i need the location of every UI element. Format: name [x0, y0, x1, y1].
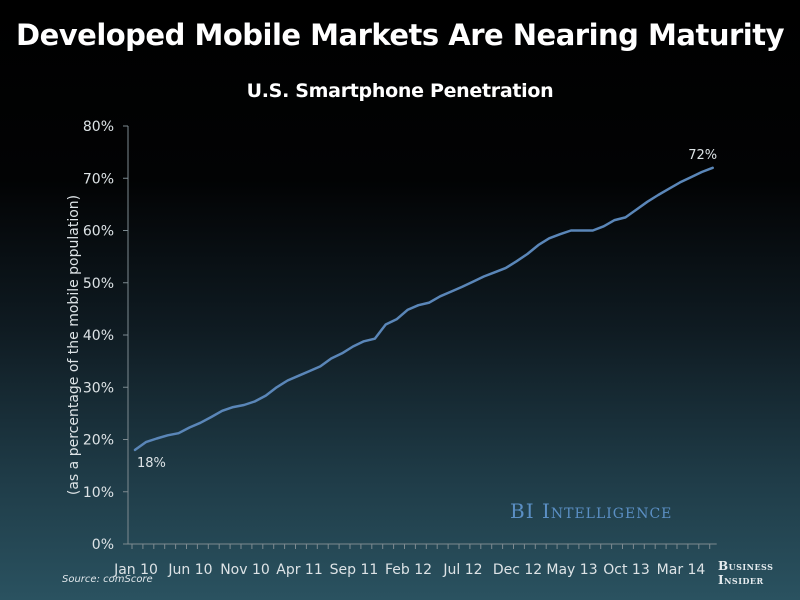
brand-line-1: Business — [718, 559, 774, 573]
chart-title: Developed Mobile Markets Are Nearing Mat… — [16, 18, 784, 52]
x-tick-label: Jan 10 — [113, 562, 158, 578]
y-axis-label: (as a percentage of the mobile populatio… — [66, 195, 82, 495]
y-tick-label: 20% — [83, 433, 114, 449]
x-tick-label: Nov 10 — [220, 562, 270, 578]
data-label: 18% — [137, 456, 166, 471]
x-tick-label: Mar 14 — [657, 562, 706, 578]
source-note: Source: comScore — [62, 574, 153, 585]
brand-line-2: Insider — [718, 573, 764, 587]
x-tick-label: Jun 10 — [167, 562, 212, 578]
chart-subtitle: U.S. Smartphone Penetration — [246, 80, 554, 102]
x-tick-label: Apr 11 — [276, 562, 322, 578]
x-tick-label: Oct 13 — [603, 562, 649, 578]
y-tick-label: 10% — [83, 485, 114, 501]
x-tick-label: Sep 11 — [330, 562, 379, 578]
y-tick-label: 50% — [83, 276, 114, 292]
y-tick-label: 0% — [92, 537, 114, 553]
y-tick-label: 70% — [83, 171, 114, 187]
series-line — [133, 166, 714, 452]
business-insider-logo: Business Insider — [718, 559, 773, 587]
y-tick-label: 40% — [83, 328, 114, 344]
x-tick-label: Dec 12 — [493, 562, 542, 578]
y-tick-label: 60% — [83, 224, 114, 240]
y-tick-label: 80% — [83, 119, 114, 135]
data-label: 72% — [688, 148, 717, 163]
x-tick-label: Feb 12 — [385, 562, 432, 578]
y-tick-label: 30% — [83, 380, 114, 396]
x-tick-label: May 13 — [546, 562, 597, 578]
bi-intelligence-watermark: BI Intelligence — [510, 499, 673, 523]
x-tick-label: Jul 12 — [442, 562, 482, 578]
